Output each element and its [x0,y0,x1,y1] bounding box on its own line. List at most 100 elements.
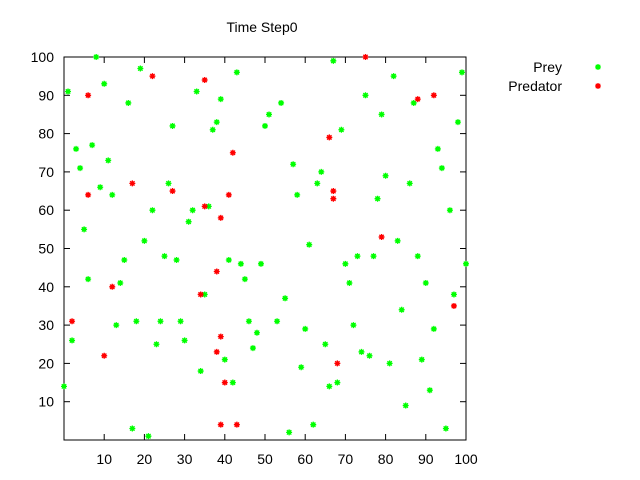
y-tick-label: 50 [38,241,54,257]
prey-point [257,260,264,267]
prey-point [262,122,268,129]
predator-point [330,188,337,195]
prey-point [450,291,457,298]
predator-point [201,76,208,83]
prey-point [169,122,176,129]
x-axis: 10 20 30 40 50 60 70 80 90 100 [96,57,478,467]
prey-point [362,92,369,99]
prey-point [394,237,401,244]
prey-point [366,352,373,359]
prey-point [85,276,92,283]
predator-point [217,333,224,340]
predator-point [430,92,437,99]
x-tick-label: 80 [378,451,394,467]
legend-marker-predator [595,83,601,89]
x-tick-label: 90 [418,451,434,467]
prey-point [446,207,453,214]
predator-point [85,92,92,99]
x-tick-label: 100 [454,451,478,467]
prey-point [177,318,184,325]
prey-point [370,253,377,260]
prey-point [378,111,385,118]
prey-point [97,184,104,191]
prey-point [73,145,80,152]
prey-point [402,402,409,409]
prey-point [326,383,333,390]
prey-point [253,329,260,336]
prey-point [350,322,357,329]
x-tick-label: 40 [217,451,233,467]
prey-point [109,191,116,198]
prey-point [141,237,148,244]
prey-point [398,306,405,313]
predator-point [334,360,341,367]
predator-point [378,234,385,241]
predator-point [233,421,240,428]
prey-point [314,180,321,187]
prey-point [278,99,285,106]
predator-point [149,73,156,80]
legend-label-prey: Prey [533,59,562,75]
prey-point [201,291,208,298]
prey-point [298,364,305,371]
prey-point [354,253,361,260]
prey-point [290,161,297,168]
prey-point [225,256,232,263]
legend-marker-prey [595,64,601,70]
prey-point [233,69,240,76]
prey-point [422,279,429,286]
prey-point [133,318,140,325]
prey-point [185,218,192,225]
prey-point [69,337,76,344]
prey-point [61,383,67,390]
prey-point [165,180,172,187]
prey-point [306,241,313,248]
prey-point [117,279,124,286]
prey-point [113,322,120,329]
predator-point [330,195,337,202]
predator-point [101,352,108,359]
x-tick-label: 20 [137,451,153,467]
prey-point [205,203,212,210]
prey-point [426,387,433,394]
prey-point [181,337,188,344]
prey-point [310,421,317,428]
prey-point [454,119,461,126]
prey-point [346,279,353,286]
prey-point [390,73,397,80]
predator-point [129,180,136,187]
prey-point [229,379,236,386]
prey-point [245,318,252,325]
y-tick-label: 10 [38,394,54,410]
prey-point [382,172,389,179]
prey-point [266,111,273,118]
predator-point [225,191,232,198]
prey-point [193,88,200,95]
predator-point [217,214,224,221]
prey-point [386,360,393,367]
prey-point [217,96,224,103]
prey-point [458,69,465,76]
prey-point [330,57,337,64]
x-tick-label: 50 [257,451,273,467]
prey-point [161,253,168,260]
prey-point [89,142,96,149]
prey-point [173,256,180,263]
prey-point [318,168,325,175]
predator-point [229,149,236,156]
prey-point [274,318,281,325]
prey-point [237,260,244,267]
prey-point [322,341,329,348]
prey-point [430,325,437,332]
predator-point [217,421,224,428]
predator-point [221,379,228,386]
plot-frame [63,56,467,441]
prey-point [294,191,301,198]
y-tick-label: 90 [38,87,54,103]
prey-point [137,65,144,72]
prey-point [157,318,164,325]
prey-point [334,379,341,386]
y-tick-label: 70 [38,164,54,180]
y-tick-label: 100 [31,49,55,65]
